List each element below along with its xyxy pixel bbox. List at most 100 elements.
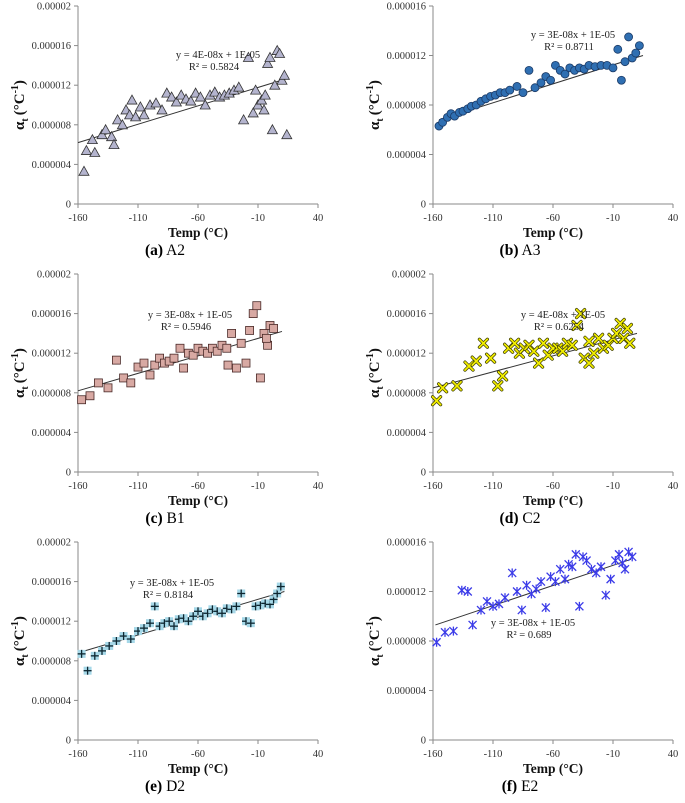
data-point	[530, 83, 540, 93]
data-point	[264, 51, 276, 62]
data-point	[634, 41, 644, 50]
data-point	[194, 91, 207, 102]
data-point	[571, 549, 581, 559]
scatter-chart: 0 0.000004 0.000008 0.000012 0.000016 0.00002…	[10, 538, 323, 777]
data-point	[103, 383, 113, 393]
data-point	[203, 348, 213, 358]
data-point	[255, 373, 265, 383]
panel-letter: (e)	[144, 778, 163, 795]
data-point	[524, 65, 534, 75]
data-point	[583, 335, 595, 347]
x-tick-label: 40	[313, 213, 324, 224]
data-point	[560, 574, 570, 584]
scatter-chart: 0 0.000004 0.000008 0.000012 0.000016 0.00002…	[10, 2, 324, 241]
trend-equation: y = 3E-08x + 1E-05	[148, 310, 232, 321]
x-tick-label: -110	[484, 213, 503, 224]
data-point	[631, 48, 641, 58]
data-point	[185, 95, 197, 106]
data-point	[83, 666, 92, 675]
y-tick-label: 0.000016	[387, 309, 426, 320]
data-point	[156, 104, 168, 115]
x-tick-label: 40	[668, 213, 679, 224]
data-point	[451, 380, 463, 392]
data-point	[574, 601, 584, 611]
y-tick-label: 0	[421, 200, 426, 211]
data-point	[255, 94, 268, 105]
data-point	[269, 324, 279, 333]
data-point	[78, 165, 90, 176]
data-point	[170, 96, 183, 107]
data-point	[588, 347, 600, 359]
data-point	[249, 84, 262, 95]
data-point	[90, 651, 99, 660]
y-tick-label: 0.000008	[32, 656, 71, 667]
x-tick-label: -110	[129, 749, 148, 760]
data-point	[583, 357, 595, 369]
data-point	[518, 88, 528, 98]
chart-panel-d2: 0 0.000004 0.000008 0.000012 0.000016 0.00002…	[0, 536, 330, 801]
data-point	[80, 144, 93, 155]
data-point	[150, 97, 162, 108]
y-tick-label: 0.000016	[387, 538, 426, 549]
data-point	[624, 547, 634, 557]
data-point	[242, 51, 255, 62]
data-point	[188, 350, 198, 360]
x-tick-label: -110	[484, 481, 503, 492]
chart-panel-a3: 0 0.000004 0.000008 0.000012 0.000016 -160 -11…	[355, 0, 685, 265]
data-point	[457, 585, 467, 595]
x-tick-label: -160	[68, 481, 87, 492]
data-point	[550, 577, 560, 587]
data-point	[218, 609, 226, 618]
x-axis-label: Temp (°C)	[523, 225, 583, 240]
data-point	[259, 89, 271, 100]
data-point	[123, 109, 136, 120]
data-point	[134, 101, 147, 112]
data-point	[126, 378, 136, 388]
data-point	[105, 641, 114, 650]
data-point	[575, 307, 587, 320]
x-axis-label: Temp (°C)	[168, 225, 228, 240]
data-point	[266, 123, 279, 135]
data-point	[571, 319, 583, 332]
x-tick-label: -60	[546, 481, 560, 492]
data-point	[468, 620, 478, 630]
data-point	[223, 360, 233, 370]
y-axis-label: αt(°C-1)	[365, 348, 386, 398]
x-tick-label: -10	[606, 213, 620, 224]
data-point	[184, 617, 193, 626]
data-point	[237, 114, 250, 125]
r-squared: R² = 0.8711	[544, 42, 594, 53]
y-tick-label: 0.000012	[32, 349, 71, 360]
data-point	[546, 75, 556, 85]
data-point	[247, 107, 259, 118]
data-point	[237, 589, 246, 598]
data-point	[533, 357, 545, 369]
data-point	[608, 63, 618, 73]
data-point	[273, 589, 282, 598]
data-point	[139, 358, 149, 368]
data-point	[258, 104, 270, 115]
data-point	[209, 86, 221, 97]
data-point	[77, 649, 86, 658]
data-point	[278, 69, 291, 80]
data-point	[463, 587, 473, 596]
panel-caption: (e) D2	[0, 778, 330, 796]
panel-letter: (d)	[499, 510, 519, 527]
data-point	[512, 587, 522, 596]
data-point	[507, 568, 517, 578]
panel-name: E2	[517, 778, 539, 795]
panel-name: A3	[518, 242, 541, 259]
data-point	[591, 568, 601, 578]
trend-equation: y = 3E-08x + 1E-05	[130, 578, 214, 589]
x-tick-label: 40	[313, 481, 324, 492]
panel-name: A2	[163, 242, 186, 259]
trend-line	[77, 330, 283, 392]
panel-name: C2	[518, 510, 541, 527]
x-axis-label: Temp (°C)	[168, 761, 228, 776]
y-tick-label: 0.000008	[32, 388, 71, 399]
data-point	[261, 333, 271, 343]
data-point	[86, 133, 99, 145]
x-tick-label: -110	[129, 481, 148, 492]
data-point	[627, 552, 637, 562]
data-point	[126, 94, 138, 105]
